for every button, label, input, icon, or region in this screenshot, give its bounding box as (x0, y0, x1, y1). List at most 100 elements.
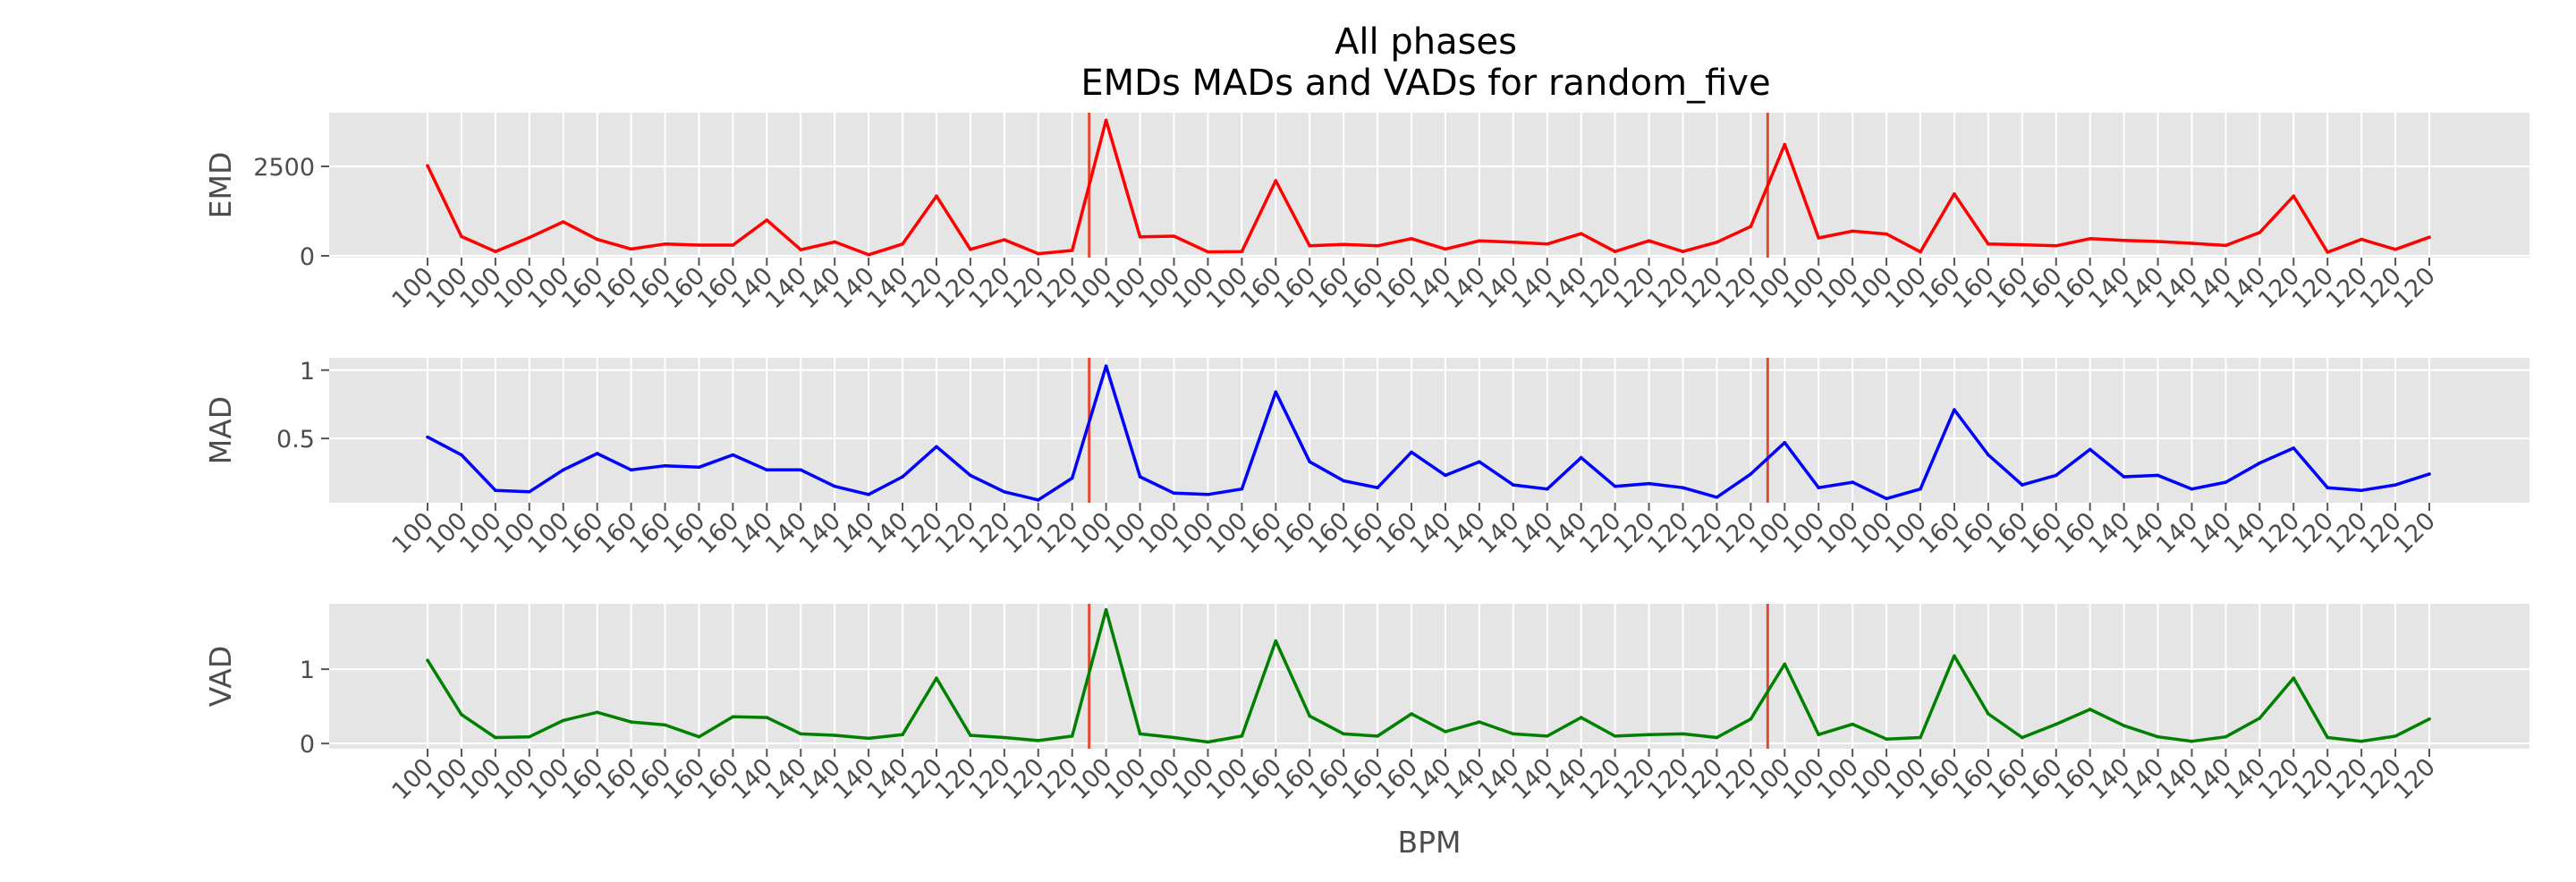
data-point (629, 247, 633, 251)
chart-panels: 02500EMD10010010010010016016016016016014… (203, 113, 2529, 860)
data-point (2258, 717, 2262, 720)
data-point (1104, 607, 1108, 612)
data-point (1579, 232, 1583, 236)
data-point (2122, 724, 2126, 728)
data-point (1070, 249, 1074, 252)
data-point (2156, 240, 2160, 243)
data-point (2428, 717, 2431, 721)
data-point (901, 242, 904, 246)
data-point (1444, 730, 1447, 734)
data-point (1478, 460, 1481, 463)
y-tick-label: 0 (300, 731, 315, 759)
plot-area (329, 604, 2529, 749)
data-point (901, 475, 904, 479)
data-point (2190, 242, 2194, 245)
data-point (1342, 732, 1345, 736)
data-point (2088, 708, 2092, 711)
data-point (1749, 472, 1753, 476)
data-point (2054, 722, 2058, 726)
panel-emd: 02500EMD10010010010010016016016016016014… (203, 113, 2529, 314)
data-point (1036, 251, 1040, 256)
data-point (901, 733, 904, 737)
data-point (494, 488, 497, 493)
data-point (1919, 487, 1922, 491)
data-point (1749, 225, 1753, 228)
data-point (867, 736, 870, 741)
data-point (1410, 712, 1413, 716)
data-point (833, 240, 836, 244)
data-point (1681, 732, 1685, 736)
data-point (1749, 717, 1753, 721)
y-axis-label: MAD (203, 396, 238, 464)
data-point (697, 243, 701, 247)
data-point (969, 734, 972, 737)
data-point (2258, 231, 2262, 234)
data-point (799, 468, 803, 472)
data-point (2088, 447, 2092, 452)
data-point (1987, 712, 1990, 716)
y-tick-label: 0 (300, 243, 315, 271)
data-point (1444, 247, 1447, 251)
data-point (527, 235, 531, 240)
data-point (1817, 236, 1821, 240)
data-point (1987, 242, 1990, 246)
data-point (1919, 735, 1922, 740)
data-point (1647, 481, 1651, 486)
data-point (1342, 242, 1345, 247)
data-point (1003, 735, 1006, 740)
data-point (1851, 229, 1854, 233)
data-point (2428, 472, 2431, 476)
data-point (1885, 737, 1888, 741)
data-point (2054, 244, 2058, 248)
data-point (2224, 243, 2228, 248)
data-point (1376, 734, 1379, 738)
data-point (1478, 239, 1481, 243)
data-point (1308, 460, 1312, 463)
data-point (2292, 194, 2296, 198)
data-point (969, 473, 972, 478)
data-point (426, 658, 429, 662)
data-point (1104, 364, 1108, 368)
data-point (833, 734, 836, 737)
data-point (595, 710, 599, 715)
data-point (460, 234, 463, 239)
series-line-emd (426, 118, 2430, 257)
data-point (1783, 142, 1787, 147)
data-point (1172, 735, 1176, 740)
data-point (1206, 740, 1210, 744)
data-point (765, 716, 769, 719)
data-point (935, 194, 938, 198)
data-point (1036, 739, 1040, 742)
data-point (1410, 450, 1413, 454)
y-axis-label: VAD (203, 646, 238, 707)
data-point (663, 242, 667, 246)
data-point (1376, 244, 1379, 248)
data-point (2326, 735, 2330, 740)
data-point (1003, 489, 1006, 494)
y-axis-label: EMD (203, 152, 238, 219)
data-point (1240, 734, 1244, 738)
data-point (1715, 496, 1719, 499)
data-point (494, 250, 497, 254)
y-tick-label: 1 (300, 657, 315, 684)
data-point (1545, 487, 1549, 491)
data-point (1444, 473, 1447, 478)
data-point (1681, 250, 1685, 254)
data-point (1138, 475, 1142, 479)
data-point (663, 463, 667, 468)
data-point (1003, 238, 1006, 242)
data-point (2190, 739, 2194, 743)
data-point (426, 435, 429, 439)
data-point (2292, 446, 2296, 450)
data-point (1953, 408, 1956, 411)
data-point (1274, 639, 1278, 643)
data-point (1070, 734, 1074, 738)
data-point (2156, 473, 2160, 478)
data-point (1613, 484, 1617, 488)
data-point (2394, 248, 2397, 251)
data-point (1478, 720, 1481, 724)
plot-area (329, 358, 2529, 503)
data-point (1104, 118, 1108, 123)
